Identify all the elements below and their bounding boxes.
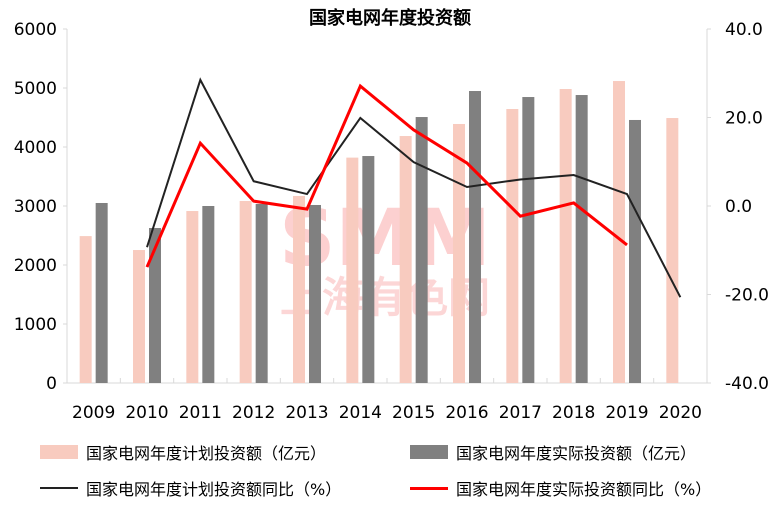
x-tick-label: 2018 — [552, 403, 595, 423]
plan-bar — [453, 123, 465, 384]
legend-swatch — [40, 445, 78, 459]
actual-bar — [95, 202, 108, 383]
legend-swatch — [410, 445, 448, 459]
plan-bar — [79, 236, 92, 383]
legend-item-plan-yoy: 国家电网年度计划投资额同比（%） — [40, 476, 341, 500]
x-tick-label: 2014 — [339, 403, 382, 423]
actual-bar — [202, 206, 215, 383]
legend-swatch — [40, 487, 78, 489]
actual-yoy-line — [145, 83, 628, 268]
right-tick-label: 20.0 — [725, 109, 763, 129]
plan-bar — [346, 157, 359, 383]
x-tick-label: 2020 — [659, 403, 702, 423]
x-tick-label: 2009 — [72, 403, 115, 423]
actual-bar — [469, 91, 481, 383]
chart-title: 国家电网年度投资额 — [309, 7, 471, 29]
x-tick-label: 2011 — [179, 403, 222, 423]
plan-bar — [399, 136, 412, 383]
actual-bar — [362, 156, 375, 383]
legend-item-plan: 国家电网年度计划投资额（亿元） — [40, 440, 326, 464]
plan-bar — [506, 109, 519, 383]
left-tick-label: 2000 — [14, 256, 57, 276]
x-tick-label: 2012 — [232, 403, 275, 423]
legend-label: 国家电网年度计划投资额（亿元） — [86, 444, 327, 463]
left-tick-label: 3000 — [14, 197, 57, 217]
right-tick-label: 40.0 — [725, 20, 763, 40]
plan-bar — [666, 118, 679, 383]
plan-bar — [239, 200, 252, 383]
x-tick-label: 2019 — [605, 403, 648, 423]
actual-bar — [415, 117, 428, 383]
plan-bar — [186, 211, 199, 383]
right-tick-label: -40.0 — [725, 374, 769, 394]
plan-bar — [293, 195, 305, 383]
actual-bar — [629, 119, 641, 383]
right-tick-label: -20.0 — [725, 286, 769, 306]
left-tick-label: 1000 — [14, 315, 57, 335]
plan-bar — [133, 250, 145, 383]
x-tick-label: 2010 — [125, 403, 168, 423]
legend-label: 国家电网年度实际投资额同比（%） — [456, 480, 712, 499]
legend-swatch — [410, 486, 448, 490]
x-tick-label: 2017 — [499, 403, 542, 423]
x-tick-label: 2013 — [285, 403, 328, 423]
left-tick-label: 0 — [46, 374, 57, 394]
left-tick-label: 6000 — [14, 20, 57, 40]
legend-label: 国家电网年度计划投资额同比（%） — [86, 480, 342, 499]
left-tick-label: 5000 — [14, 79, 57, 99]
x-tick-label: 2015 — [392, 403, 435, 423]
actual-bar — [575, 95, 588, 384]
legend-label: 国家电网年度实际投资额（亿元） — [456, 444, 697, 463]
plan-bar — [559, 89, 572, 384]
actual-bar — [309, 204, 321, 383]
right-tick-label: 0.0 — [725, 197, 752, 217]
x-tick-label: 2016 — [445, 403, 488, 423]
left-tick-label: 4000 — [14, 138, 57, 158]
legend-item-actual: 国家电网年度实际投资额（亿元） — [410, 440, 696, 464]
actual-bar — [522, 97, 535, 383]
legend-item-actual-yoy: 国家电网年度实际投资额同比（%） — [410, 476, 711, 500]
actual-bar — [149, 228, 161, 383]
plan-bar — [613, 81, 625, 384]
actual-bar — [255, 203, 268, 383]
